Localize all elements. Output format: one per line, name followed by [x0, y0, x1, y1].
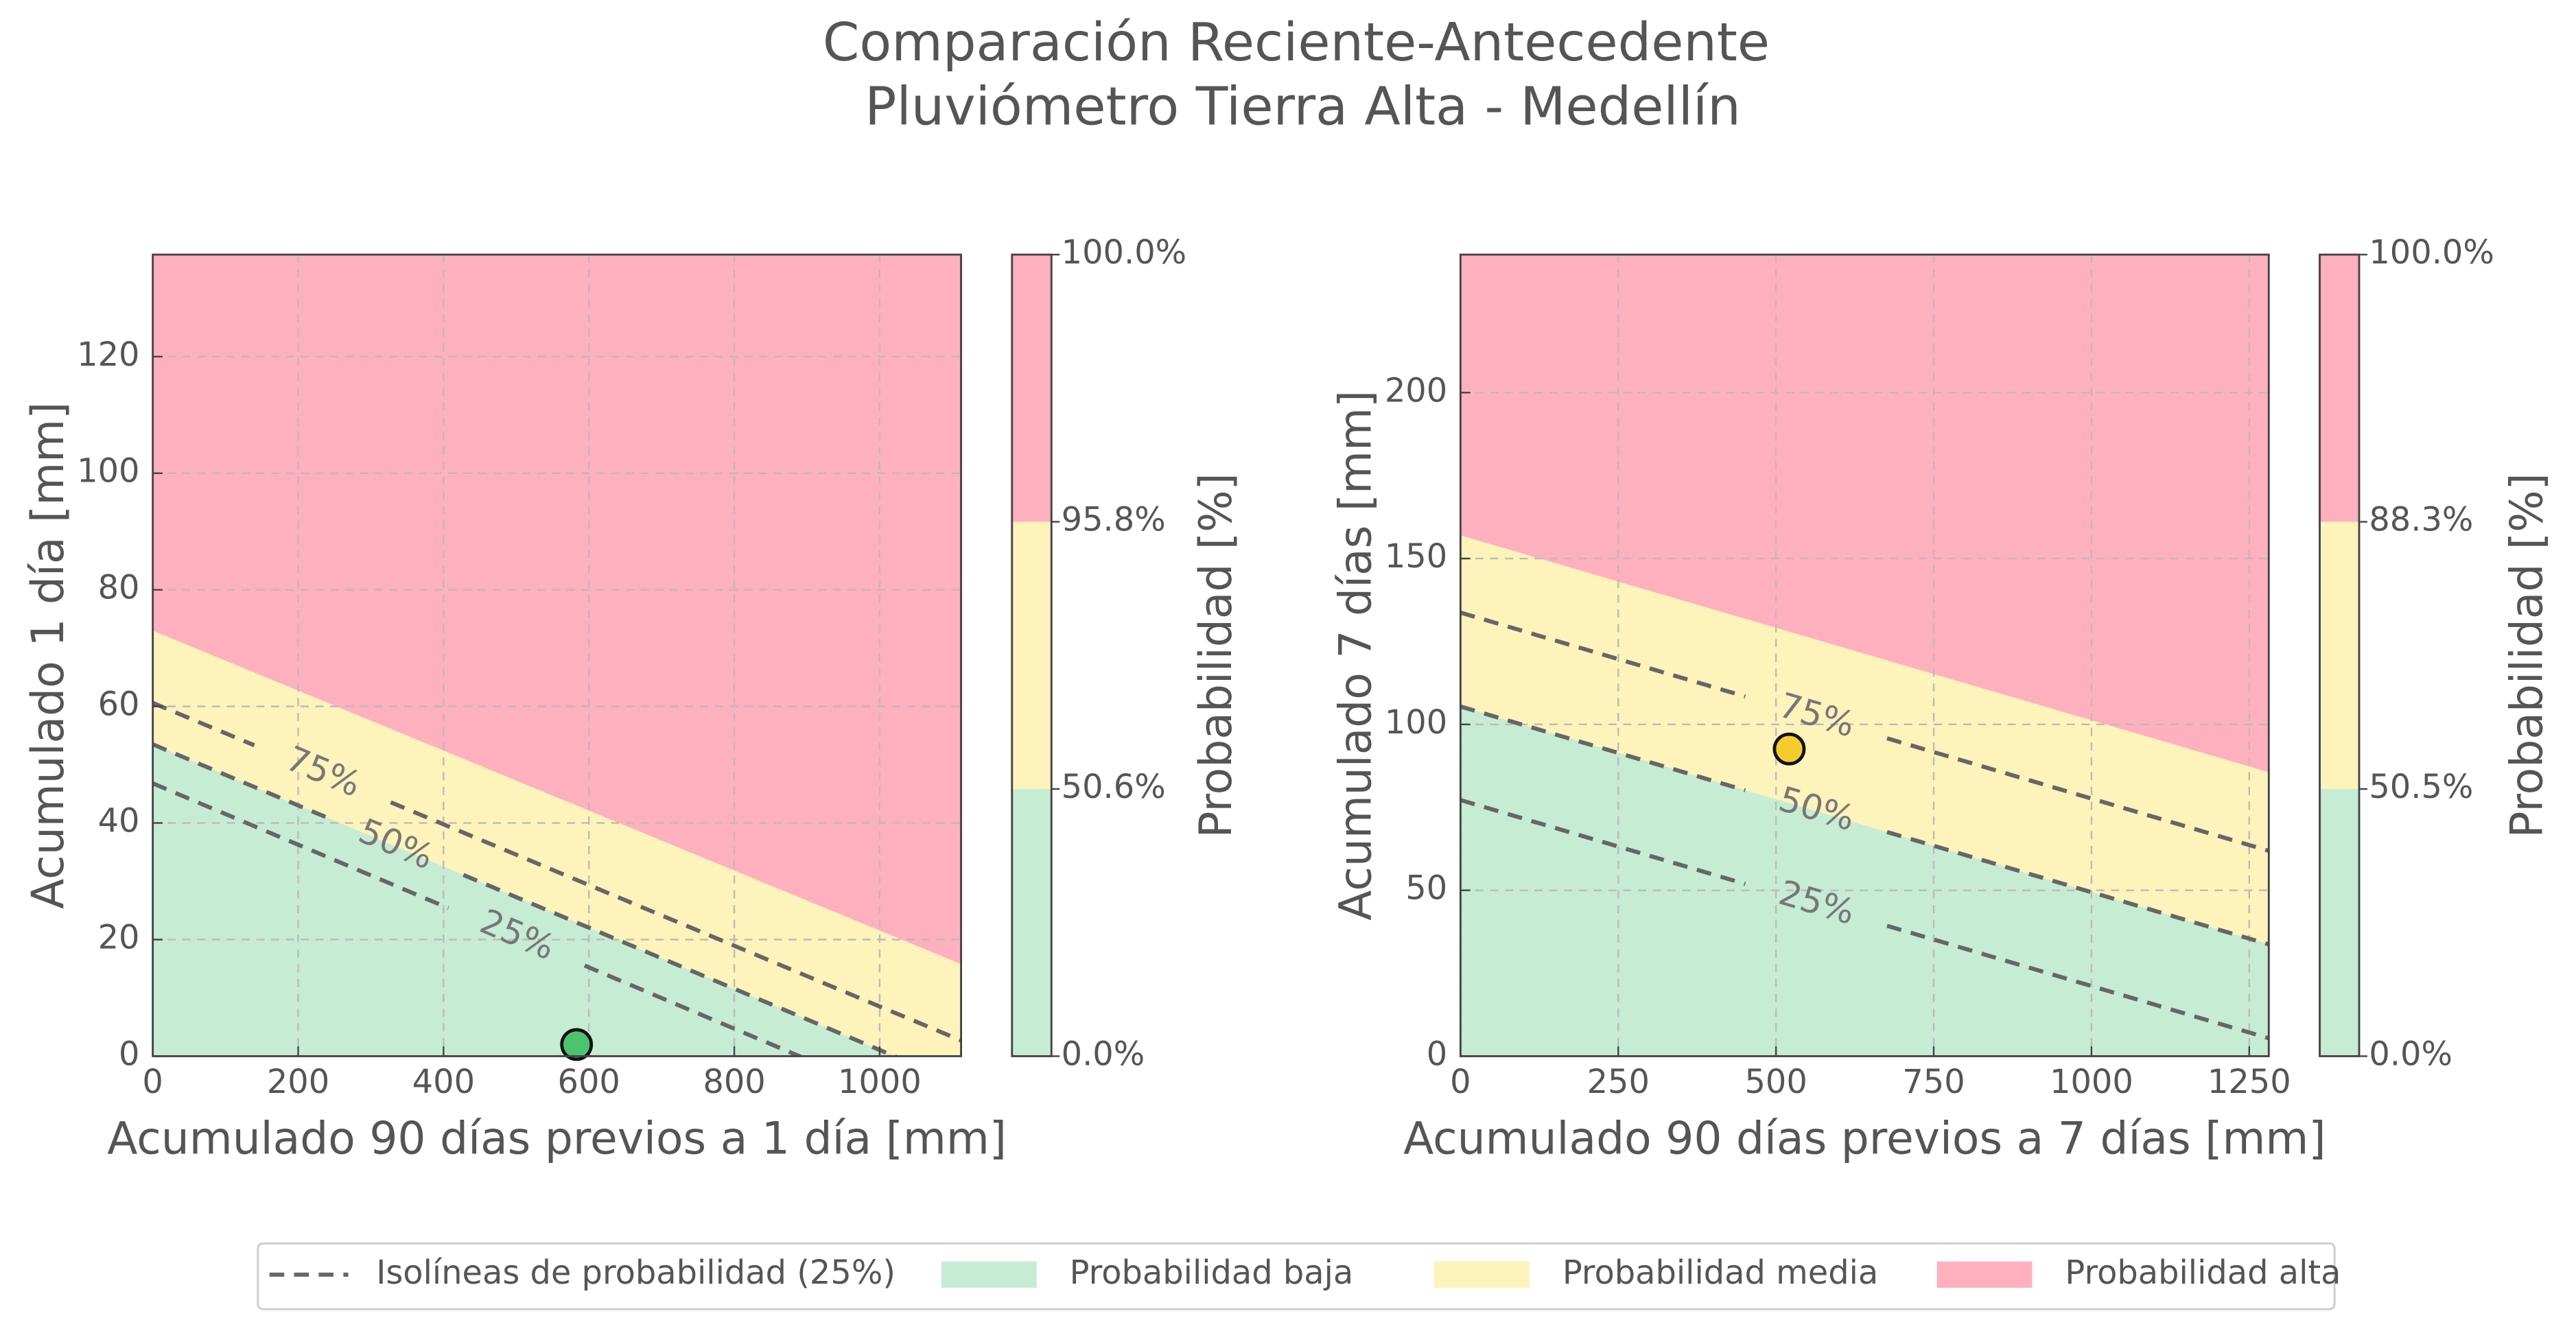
- x-tick-label: 800: [703, 1063, 765, 1101]
- y-tick-label: 80: [98, 569, 140, 607]
- colorbar-segment: [2319, 521, 2359, 789]
- colorbar-tick-label: 100.0%: [1062, 234, 1187, 272]
- x-tick-label: 600: [558, 1063, 620, 1101]
- x-tick-label: 1000: [838, 1063, 922, 1101]
- colorbar-tick-label: 50.5%: [2369, 768, 2473, 806]
- title-line: Comparación Reciente-Antecedente: [823, 12, 1770, 73]
- y-tick-label: 120: [77, 336, 139, 374]
- legend-swatch: [941, 1261, 1037, 1288]
- colorbar-tick-label: 95.8%: [1062, 502, 1166, 539]
- y-axis-label: Acumulado 1 día [mm]: [23, 402, 74, 909]
- region-low: [1460, 706, 2269, 1057]
- plot-area: 25%50%75%: [152, 255, 961, 1057]
- colorbar-segment: [2319, 255, 2359, 522]
- y-tick-label: 20: [98, 919, 140, 957]
- legend-box: [257, 1242, 2336, 1310]
- plot-area: 25%50%75%: [1460, 255, 2269, 1057]
- x-tick-label: 400: [412, 1063, 475, 1101]
- colorbar-label: Probabilidad [%]: [1191, 473, 1242, 838]
- isoline: [152, 742, 900, 1057]
- y-tick-label: 60: [98, 686, 140, 724]
- x-tick-label: 250: [1587, 1063, 1650, 1101]
- colorbar-segment: [1011, 521, 1052, 789]
- colorbar-tick-label: 0.0%: [2369, 1035, 2452, 1073]
- axes-frame: [1459, 253, 2270, 1057]
- y-tick-label: 150: [1385, 538, 1447, 576]
- legend-label: Probabilidad alta: [2065, 1254, 2341, 1292]
- legend-swatch: [1434, 1261, 1530, 1288]
- region-low: [152, 744, 895, 1057]
- title-line: Pluviómetro Tierra Alta - Medellín: [865, 76, 1741, 137]
- data-point: [560, 1028, 594, 1061]
- legend-label: Probabilidad baja: [1070, 1254, 1354, 1292]
- y-tick-label: 200: [1385, 372, 1447, 410]
- colorbar-segment: [1011, 255, 1052, 522]
- colorbar-tick-label: 88.3%: [2369, 502, 2473, 539]
- legend-label: Probabilidad media: [1562, 1254, 1878, 1292]
- colorbar-tick-label: 0.0%: [1062, 1035, 1145, 1073]
- x-tick-label: 1000: [2050, 1063, 2133, 1101]
- legend-label: Isolíneas de probabilidad (25%): [376, 1254, 895, 1292]
- data-point: [1772, 732, 1806, 766]
- y-tick-label: 0: [1427, 1035, 1447, 1073]
- x-tick-label: 750: [1902, 1063, 1965, 1101]
- colorbar-frame: [1011, 253, 1053, 1057]
- x-axis-label: Acumulado 90 días previos a 7 días [mm]: [1403, 1114, 2326, 1165]
- axes-frame: [152, 253, 963, 1057]
- legend-swatch: [1936, 1261, 2033, 1288]
- isoline: [1460, 798, 2269, 1041]
- y-tick-label: 40: [98, 803, 140, 840]
- colorbar-frame: [2319, 253, 2361, 1057]
- y-axis-label: Acumulado 7 días [mm]: [1331, 390, 1382, 921]
- x-tick-label: 0: [142, 1063, 163, 1101]
- colorbar-tick-label: 50.6%: [1062, 768, 1166, 806]
- x-tick-label: 500: [1744, 1063, 1807, 1101]
- y-tick-label: 0: [119, 1035, 139, 1073]
- y-tick-label: 50: [1405, 870, 1447, 908]
- colorbar-label: Probabilidad [%]: [2502, 473, 2553, 838]
- isoline: [152, 700, 961, 1043]
- colorbar-segment: [2319, 788, 2359, 1057]
- colorbar-tick-label: 100.0%: [2369, 234, 2494, 272]
- isoline: [1460, 704, 2269, 947]
- isoline: [152, 781, 805, 1057]
- x-axis-label: Acumulado 90 días previos a 1 día [mm]: [107, 1114, 1007, 1165]
- x-tick-label: 1250: [2208, 1063, 2291, 1101]
- y-tick-label: 100: [77, 453, 139, 491]
- x-tick-label: 0: [1450, 1063, 1471, 1101]
- colorbar-segment: [1011, 788, 1052, 1057]
- x-tick-label: 200: [267, 1063, 329, 1101]
- isoline: [1460, 611, 2269, 853]
- y-tick-label: 100: [1385, 704, 1447, 742]
